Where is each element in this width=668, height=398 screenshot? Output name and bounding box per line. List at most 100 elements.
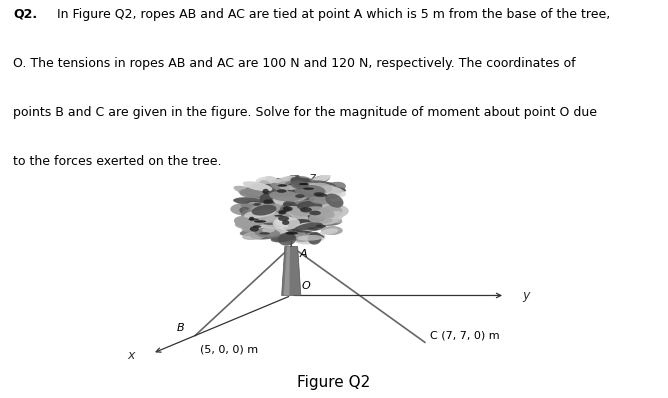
Ellipse shape [314, 192, 324, 196]
Ellipse shape [295, 194, 305, 198]
Ellipse shape [282, 220, 289, 225]
Ellipse shape [279, 226, 295, 236]
Ellipse shape [240, 228, 266, 236]
Ellipse shape [288, 227, 314, 232]
Ellipse shape [313, 207, 335, 220]
Ellipse shape [296, 236, 319, 242]
Ellipse shape [271, 209, 288, 215]
Ellipse shape [259, 180, 271, 192]
Ellipse shape [278, 184, 287, 187]
Ellipse shape [307, 176, 325, 190]
Ellipse shape [277, 228, 306, 241]
Ellipse shape [301, 233, 319, 238]
Ellipse shape [284, 207, 290, 211]
Ellipse shape [291, 183, 315, 191]
Ellipse shape [272, 219, 287, 229]
Ellipse shape [242, 181, 273, 191]
Ellipse shape [325, 193, 343, 208]
Text: A: A [299, 249, 307, 259]
Ellipse shape [235, 220, 263, 229]
Ellipse shape [285, 232, 298, 235]
Text: x: x [127, 349, 135, 362]
Ellipse shape [242, 230, 269, 240]
Ellipse shape [316, 186, 346, 198]
Ellipse shape [287, 189, 317, 200]
Ellipse shape [299, 183, 309, 185]
Polygon shape [282, 246, 301, 295]
Ellipse shape [285, 180, 305, 189]
Ellipse shape [259, 211, 280, 223]
Ellipse shape [313, 185, 341, 198]
Ellipse shape [278, 232, 297, 246]
Ellipse shape [243, 217, 257, 223]
Ellipse shape [289, 182, 322, 195]
Ellipse shape [259, 194, 272, 204]
Ellipse shape [297, 207, 321, 218]
Ellipse shape [242, 226, 255, 232]
Ellipse shape [259, 228, 277, 239]
Ellipse shape [306, 196, 331, 205]
Ellipse shape [269, 191, 302, 201]
Ellipse shape [321, 185, 334, 189]
Ellipse shape [264, 201, 276, 207]
Ellipse shape [282, 189, 308, 197]
Ellipse shape [248, 224, 272, 233]
Ellipse shape [318, 195, 329, 200]
Ellipse shape [254, 220, 269, 226]
Ellipse shape [295, 196, 328, 210]
Ellipse shape [305, 222, 323, 230]
Ellipse shape [261, 202, 280, 211]
Ellipse shape [320, 212, 343, 221]
Ellipse shape [309, 211, 321, 215]
Ellipse shape [263, 199, 274, 204]
Ellipse shape [321, 182, 334, 189]
Ellipse shape [248, 207, 271, 215]
Ellipse shape [303, 187, 314, 190]
Ellipse shape [285, 178, 309, 191]
Ellipse shape [266, 205, 281, 211]
Ellipse shape [262, 228, 275, 233]
Ellipse shape [294, 185, 310, 198]
Ellipse shape [244, 209, 275, 218]
Ellipse shape [273, 178, 290, 189]
Ellipse shape [309, 215, 325, 222]
Ellipse shape [274, 215, 283, 217]
Ellipse shape [286, 181, 321, 194]
Ellipse shape [256, 218, 274, 222]
Ellipse shape [299, 178, 326, 189]
Ellipse shape [292, 218, 320, 228]
Ellipse shape [279, 210, 287, 215]
Ellipse shape [308, 174, 331, 185]
Ellipse shape [297, 201, 323, 211]
Ellipse shape [277, 217, 299, 226]
Ellipse shape [308, 175, 330, 185]
Ellipse shape [283, 187, 311, 199]
Ellipse shape [279, 185, 296, 190]
Ellipse shape [246, 192, 264, 205]
Ellipse shape [325, 211, 345, 219]
Ellipse shape [299, 185, 326, 197]
Ellipse shape [279, 203, 294, 213]
Ellipse shape [283, 206, 293, 211]
Ellipse shape [281, 183, 302, 193]
Ellipse shape [242, 202, 275, 215]
Ellipse shape [321, 182, 346, 195]
Ellipse shape [271, 234, 295, 242]
Text: B: B [177, 323, 184, 334]
Ellipse shape [270, 231, 295, 242]
Ellipse shape [238, 189, 269, 197]
Ellipse shape [325, 183, 340, 189]
Ellipse shape [283, 197, 315, 207]
Polygon shape [284, 246, 290, 295]
Ellipse shape [253, 225, 261, 228]
Ellipse shape [278, 212, 309, 224]
Ellipse shape [249, 203, 272, 211]
Ellipse shape [291, 180, 309, 189]
Text: In Figure Q2, ropes ​AB​ and ​AC​ are tied at point A which is 5 m from the base: In Figure Q2, ropes ​AB​ and ​AC​ are ti… [53, 8, 611, 21]
Ellipse shape [240, 203, 262, 210]
Ellipse shape [256, 176, 277, 184]
Ellipse shape [325, 186, 346, 193]
Ellipse shape [256, 211, 274, 223]
Ellipse shape [296, 185, 325, 198]
Ellipse shape [269, 196, 295, 208]
